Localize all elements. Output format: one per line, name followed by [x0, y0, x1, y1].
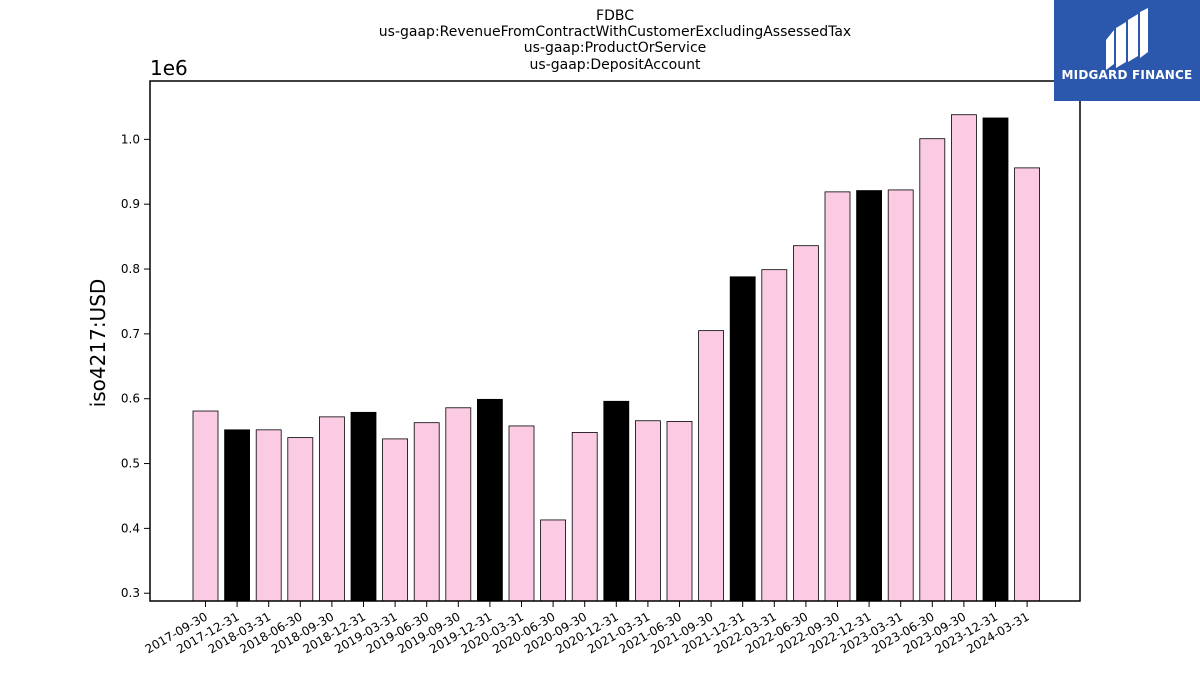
bar-2023-09-30: [951, 114, 977, 602]
midgard-logo-mark-icon: [1106, 8, 1148, 70]
bar-2022-09-30: [824, 191, 851, 602]
bar-2023-12-31: [982, 117, 1009, 602]
y-tick-label: 0.4: [121, 521, 140, 535]
bar-2021-09-30: [698, 330, 724, 602]
bar-2019-06-30: [413, 422, 440, 602]
y-tick-label: 0.8: [121, 262, 140, 276]
bars-group: [192, 114, 1040, 602]
bar-2020-09-30: [571, 432, 598, 602]
bar-2022-03-31: [761, 269, 788, 602]
y-tick-label: 0.7: [121, 327, 140, 341]
midgard-finance-logo: MIDGARD FINANCE: [1054, 0, 1200, 101]
x-axis-ticks: 2017-09-302017-12-312018-03-312018-06-30…: [143, 601, 1032, 656]
y-tick-label: 0.3: [121, 586, 140, 600]
bar-2018-09-30: [318, 416, 345, 602]
y-tick-label: 0.6: [121, 392, 140, 406]
logo-background: [1054, 0, 1200, 101]
logo-bg-rect: [1054, 0, 1200, 101]
bar-2020-12-31: [603, 400, 630, 602]
chart-title: FDBC us-gaap:RevenueFromContractWithCust…: [379, 8, 851, 73]
y-axis-ticks: 0.3 0.4 0.5 0.6 0.7 0.8 0.9 1.0: [121, 132, 150, 600]
bar-2021-06-30: [666, 420, 693, 602]
bar-2022-12-31: [856, 190, 882, 602]
y-tick-label: 0.9: [121, 197, 140, 211]
y-tick-label: 1.0: [121, 132, 140, 146]
bar-2020-06-30: [540, 519, 566, 602]
bar-2018-12-31: [350, 411, 377, 602]
bar-2021-03-31: [635, 420, 661, 602]
y-tick-label: 0.5: [121, 457, 140, 471]
title-line-4: us-gaap:DepositAccount: [530, 57, 701, 73]
bar-2023-03-31: [887, 189, 914, 602]
bar-2020-03-31: [508, 425, 535, 602]
title-line-2: us-gaap:RevenueFromContractWithCustomerE…: [379, 24, 851, 40]
title-line-1: FDBC: [596, 8, 634, 24]
bar-2017-12-31: [224, 429, 251, 602]
y-axis-label: iso4217:USD: [86, 279, 110, 408]
logo-text: MIDGARD FINANCE: [1061, 68, 1193, 82]
bar-2017-09-30: [192, 410, 219, 602]
plot-frame: [149, 80, 1081, 602]
title-line-3: us-gaap:ProductOrService: [524, 40, 707, 56]
bar-2019-12-31: [476, 398, 503, 602]
bar-2019-03-31: [382, 438, 409, 602]
bar-2018-06-30: [287, 437, 314, 602]
bar-2022-06-30: [793, 245, 819, 602]
bar-2024-03-31: [1014, 167, 1040, 602]
y-axis-multiplier: 1e6: [150, 56, 188, 80]
bar-2021-12-31: [729, 276, 756, 602]
bar-2023-06-30: [919, 138, 946, 602]
bar-2019-09-30: [445, 407, 472, 602]
bar-2018-03-31: [255, 429, 282, 602]
